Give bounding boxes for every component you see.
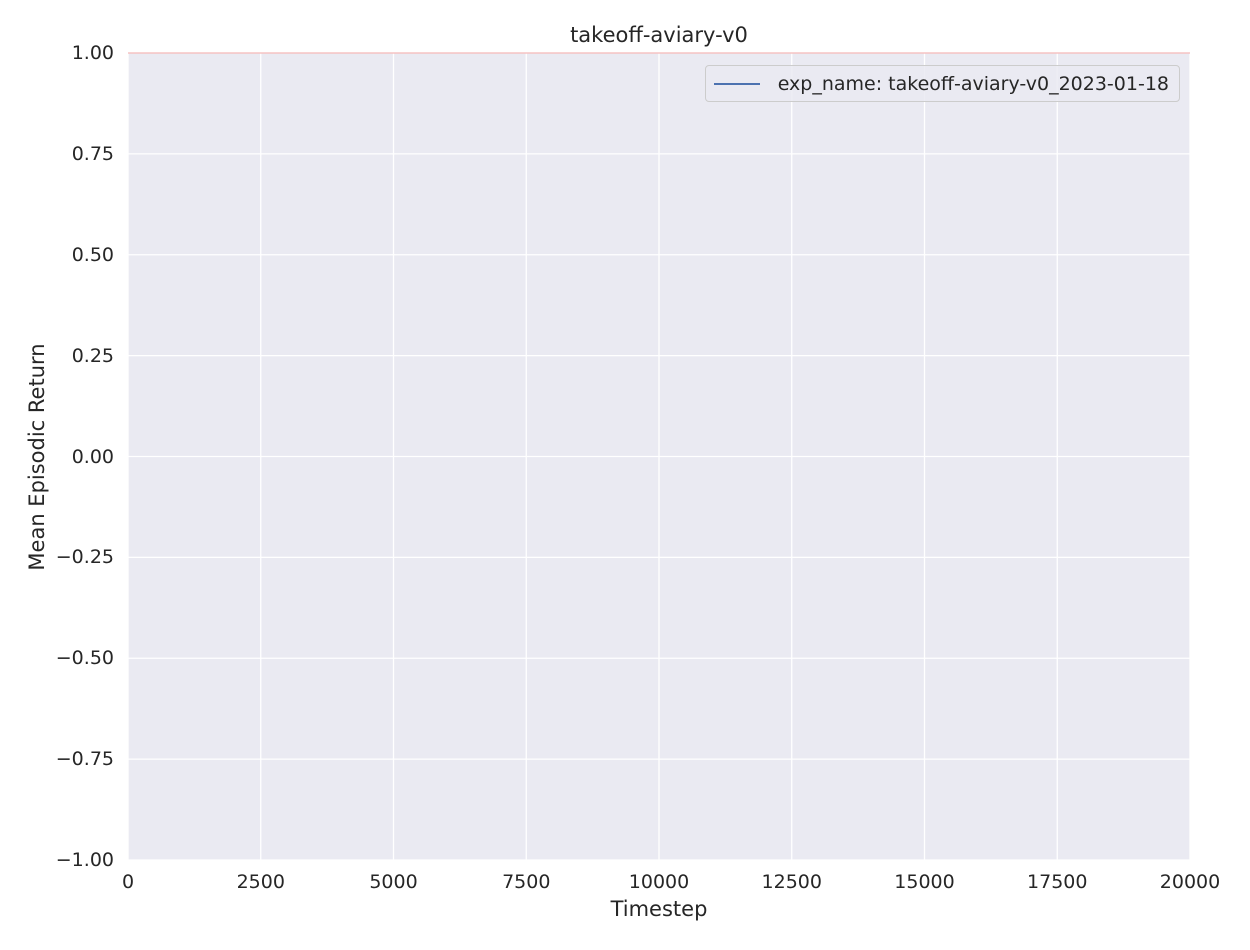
x-tick-label: 5000 [369,871,418,893]
y-tick-label: 0.25 [71,344,114,367]
grid-lines [127,52,1191,861]
y-tick-label: 1.00 [71,42,114,64]
y-axis-label: Mean Episodic Return [25,343,49,571]
legend: exp_name: takeoff-aviary-v0_2023-01-18 [704,65,1180,102]
x-tick-label: 2500 [236,871,285,893]
x-tick-label: 0 [121,871,135,893]
x-tick-label: 17500 [1027,871,1088,893]
x-tick-label: 20000 [1159,871,1221,893]
x-tick-label: 12500 [761,871,822,893]
x-tick-label: 15000 [894,871,955,893]
legend-swatch-line [713,82,760,85]
x-tick-label: 7500 [502,871,551,893]
y-tick-label: −0.50 [55,647,114,670]
y-tick-label: 0.50 [71,243,114,266]
x-tick-label: 10000 [628,871,690,893]
y-tick-label: 0.00 [71,445,114,468]
y-tick-label: −0.75 [55,748,114,771]
y-tick-label: 0.75 [71,142,114,165]
y-tick-label: −0.25 [55,546,114,569]
x-axis-label: Timestep [610,897,708,921]
y-tick-label: −1.00 [55,849,114,871]
chart-title: takeoff-aviary-v0 [570,23,748,47]
legend-entry-label: exp_name: takeoff-aviary-v0_2023-01-18 [777,72,1169,95]
